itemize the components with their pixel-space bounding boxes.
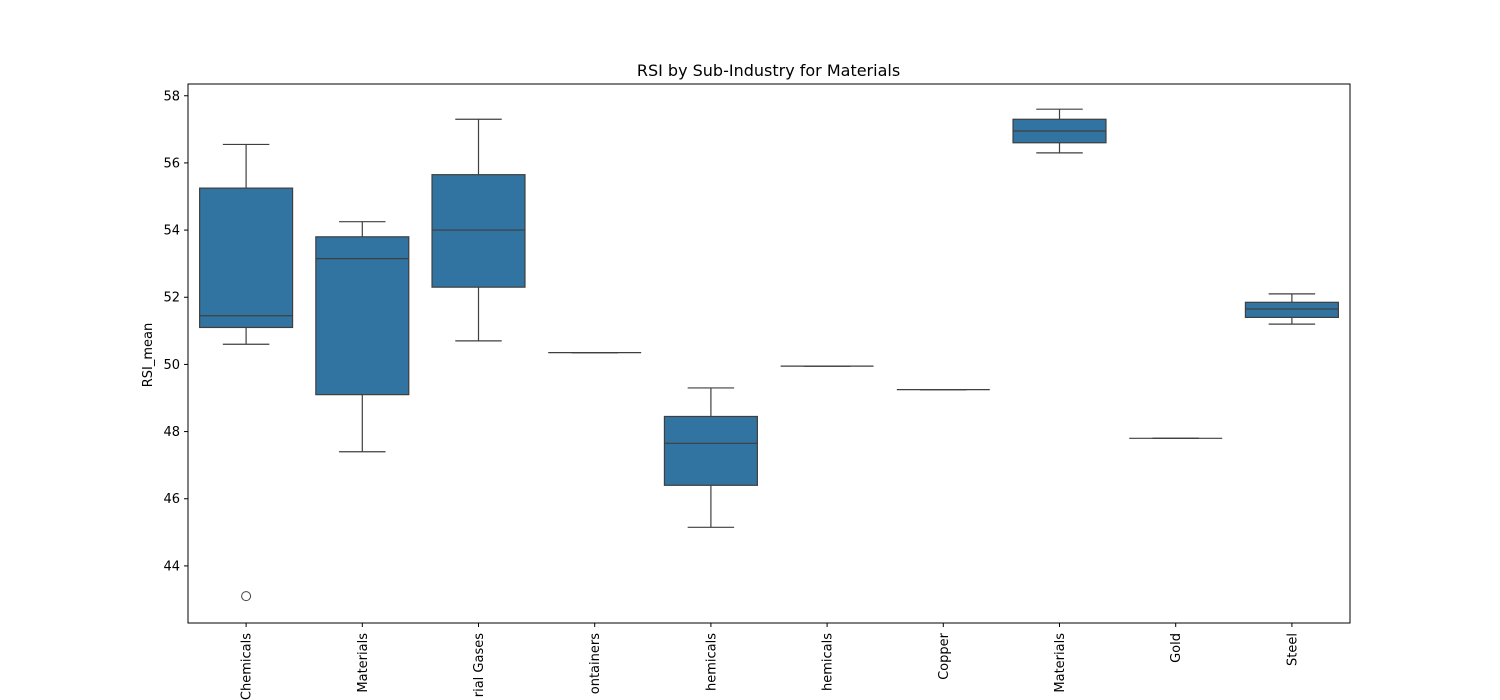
y-axis-label: RSI_mean: [141, 323, 156, 388]
x-tick-label: ontainers: [588, 633, 603, 694]
y-tick-label: 54: [163, 224, 180, 239]
x-tick-label: rial Gases: [472, 633, 487, 697]
outlier-point: [241, 591, 252, 602]
x-tick-label: Gold: [1169, 633, 1184, 663]
plot-area: [199, 108, 1339, 602]
x-tick-label: hemicals: [704, 633, 719, 691]
chart-title: RSI by Sub-Industry for Materials: [637, 61, 900, 80]
x-tick-label: hemicals: [821, 633, 836, 691]
x-axis: Chemicals Materials rial Gases ontainers hem…: [240, 623, 1300, 700]
x-tick-label: Copper: [937, 632, 952, 680]
box: [315, 236, 410, 396]
y-tick-label: 50: [163, 358, 180, 373]
y-tick-label: 48: [163, 425, 180, 440]
x-tick-label: Materials: [356, 633, 371, 693]
x-tick-label: Steel: [1285, 633, 1300, 666]
box: [1244, 301, 1339, 318]
y-tick-label: 56: [163, 156, 180, 171]
y-tick-label: 58: [163, 89, 180, 104]
y-tick-label: 46: [163, 492, 180, 507]
x-tick-label: Materials: [1053, 633, 1068, 693]
y-axis: 44 46 48 50 52 54 56 58: [163, 89, 188, 574]
box: [663, 415, 758, 486]
y-tick-label: 44: [163, 559, 180, 574]
box: [199, 187, 294, 329]
plot-frame: [187, 83, 1351, 624]
y-tick-label: 52: [163, 291, 180, 306]
box: [431, 174, 526, 288]
x-tick-label: Chemicals: [240, 633, 255, 700]
